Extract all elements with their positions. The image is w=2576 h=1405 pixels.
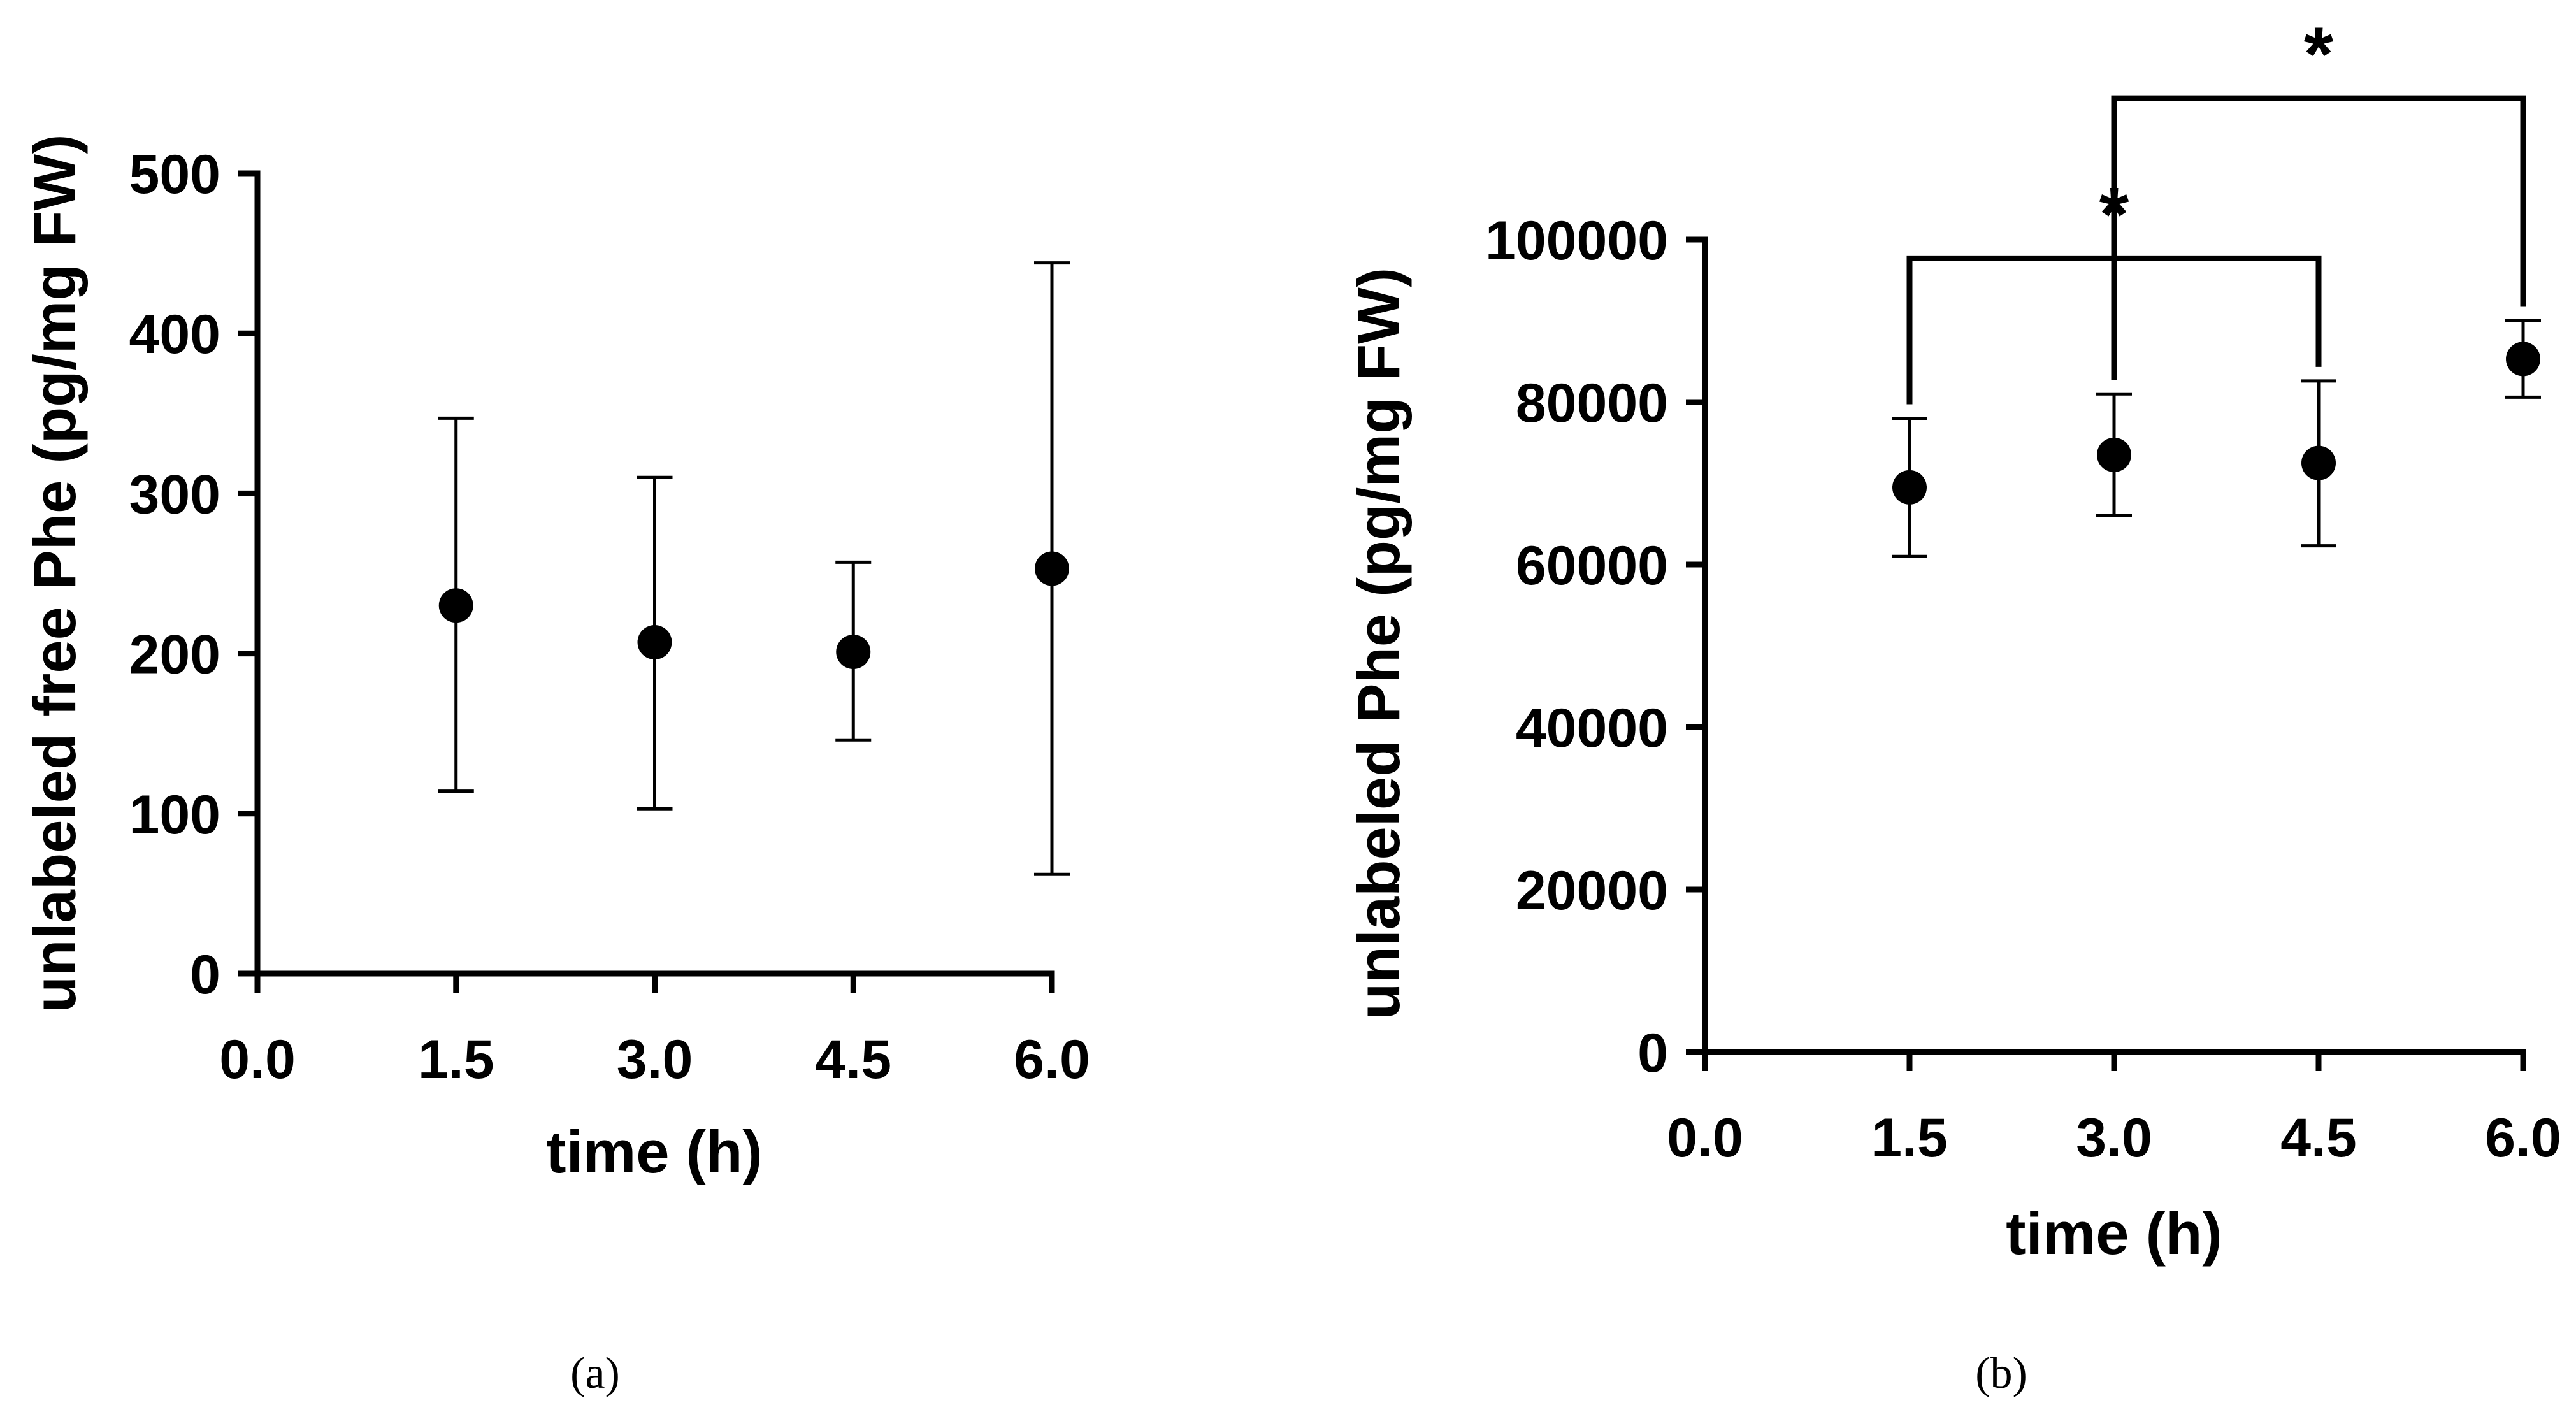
panel-label: (a) [570,1349,620,1398]
data-point [2301,445,2336,480]
x-tick-label: 0.0 [1667,1107,1743,1169]
data-point [438,588,473,623]
y-tick-label: 300 [129,464,221,525]
significance-star: * [2304,11,2334,97]
x-axis-title: time (h) [2006,1200,2222,1267]
y-tick-label: 40000 [1516,698,1668,759]
x-tick-label: 3.0 [617,1029,693,1090]
y-axis-title: unlabeled free Phe (pg/mg FW) [21,134,88,1013]
y-axis-title: unlabeled Phe (pg/mg FW) [1345,268,1412,1020]
y-tick-label: 200 [129,624,221,686]
data-point [2506,342,2540,377]
y-tick-label: 500 [129,144,221,205]
x-tick-label: 4.5 [815,1029,891,1090]
x-tick-label: 6.0 [1014,1029,1090,1090]
x-axis-title: time (h) [546,1118,762,1185]
chart-panel-b: 0.0 1.5 3.0 4.5 6.0 0 20000 40000 60000 80000 1000… [1345,11,2561,1398]
data-point [2097,437,2131,472]
y-tick-label: 0 [1637,1023,1668,1084]
y-tick-label: 20000 [1516,860,1668,921]
significance-bracket [2111,95,2526,380]
x-tick-label: 4.5 [2280,1107,2357,1169]
x-tick-label: 6.0 [2485,1107,2561,1169]
y-tick-label: 100 [129,784,221,846]
x-tick-label: 0.0 [219,1029,296,1090]
y-tick-label: 100000 [1485,210,1668,271]
x-tick-label: 3.0 [2076,1107,2152,1169]
data-point [1892,470,1927,505]
data-point [836,635,871,670]
chart-panel-a: 0.0 1.5 3.0 4.5 6.0 0 100 200 300 400 500 time (h) u… [21,134,1090,1398]
y-tick-label: 80000 [1516,373,1668,434]
panel-label: (b) [1975,1349,2027,1398]
x-tick-label: 1.5 [418,1029,494,1090]
x-tick-label: 1.5 [1871,1107,1948,1169]
y-tick-label: 400 [129,304,221,365]
y-tick-label: 0 [190,944,220,1005]
y-tick-label: 60000 [1516,535,1668,596]
data-point [637,625,672,660]
data-point [1035,551,1069,586]
